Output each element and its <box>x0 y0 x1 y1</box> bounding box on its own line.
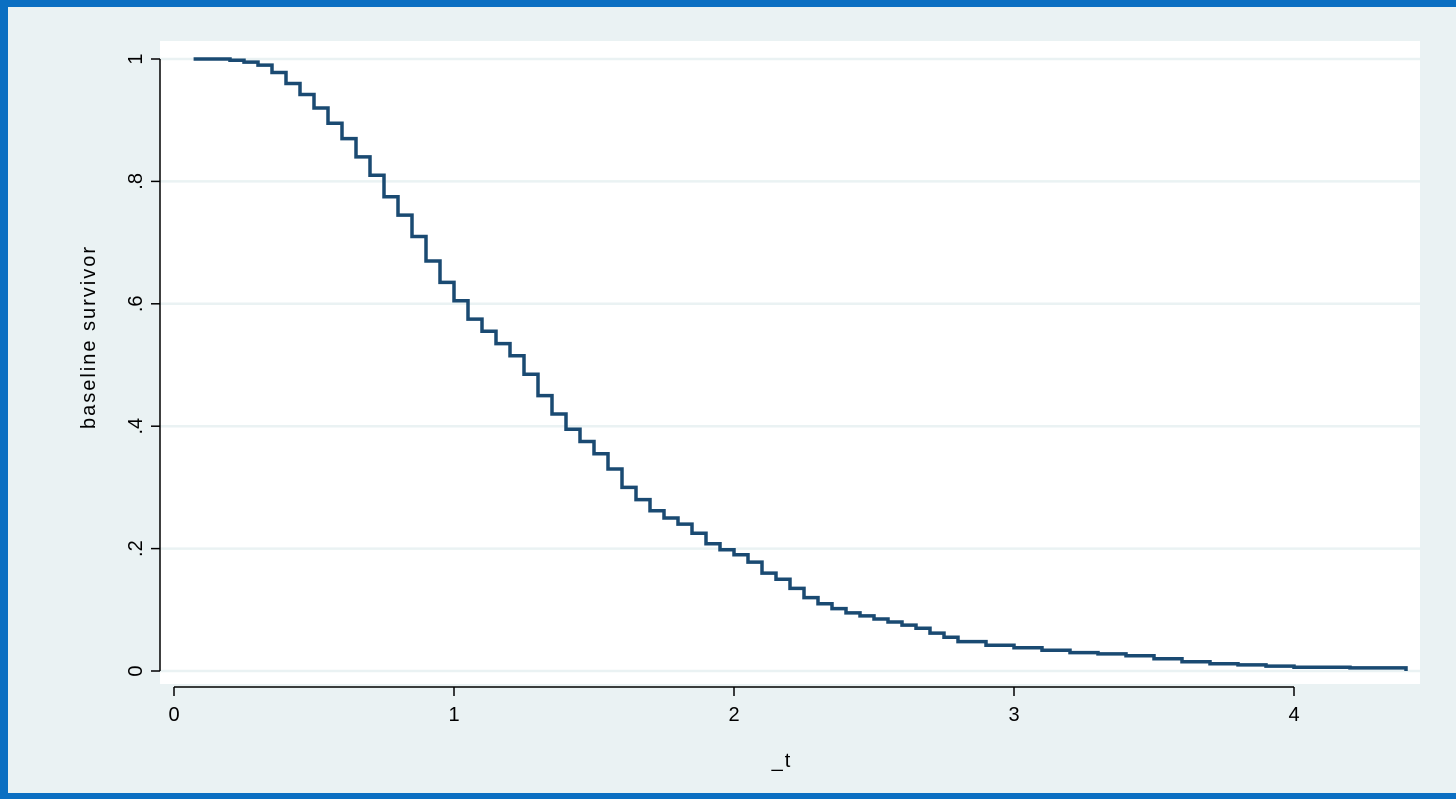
y-tick-label-2: .4 <box>125 418 147 435</box>
x-tick-label-3: 3 <box>1008 704 1019 726</box>
graph-region: 0 .2 .4 .6 .8 1 0 1 2 3 4 _t baseline survivor <box>8 7 1456 793</box>
x-axis: 0 1 2 3 4 <box>168 686 1300 726</box>
y-tick-label-5: 1 <box>125 53 147 64</box>
x-tick-label-4: 4 <box>1288 704 1299 726</box>
survivor-curve <box>193 57 1408 671</box>
y-tick-label-1: .2 <box>125 540 147 557</box>
x-tick-label-2: 2 <box>728 704 739 726</box>
survivor-chart: 0 .2 .4 .6 .8 1 0 1 2 3 4 _t baseline survivor <box>78 41 1420 772</box>
y-tick-label-4: .8 <box>125 173 147 190</box>
x-tick-label-1: 1 <box>448 704 459 726</box>
y-tick-label-0: 0 <box>125 665 147 676</box>
grid-lines <box>160 57 1420 673</box>
x-tick-label-0: 0 <box>168 704 179 726</box>
y-tick-label-3: .6 <box>125 295 147 312</box>
y-axis: 0 .2 .4 .6 .8 1 <box>125 53 161 677</box>
x-axis-title: _t <box>771 750 793 772</box>
y-axis-title: baseline survivor <box>78 245 100 429</box>
plot-area <box>160 41 1420 684</box>
